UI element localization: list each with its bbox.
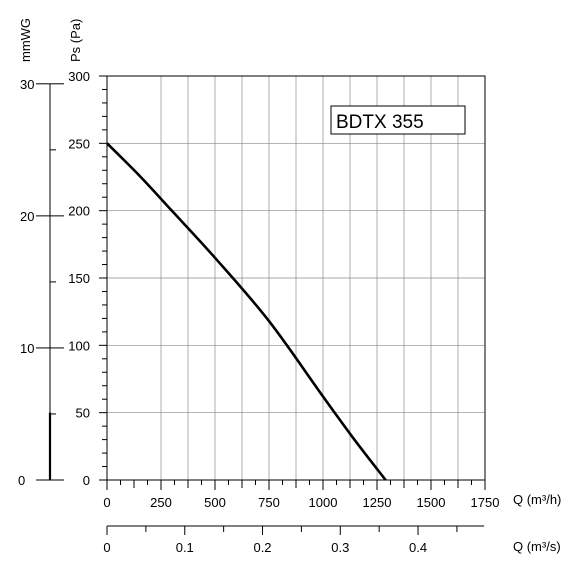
mmwg-tick-label: 30 [20,77,34,92]
x-tick-label: 1000 [309,495,338,510]
y-tick-label: 0 [83,473,90,488]
y-tick-label: 200 [68,204,90,219]
x-tick-label: 0 [103,495,110,510]
x-tick-label: 250 [150,495,172,510]
model-label: BDTX 355 [336,112,424,133]
x-tick-label: 750 [258,495,280,510]
y-axis-title-mmwg: mmWG [18,18,33,62]
m3s-tick-label: 0.3 [331,540,349,555]
y-axis-title-pa: Ps (Pa) [68,19,83,62]
x-tick-label: 1500 [417,495,446,510]
y-tick-label: 50 [76,406,90,421]
pressure-curve-line [106,142,387,481]
y-tick-label: 100 [68,338,90,353]
x-tick-label: 1250 [363,495,392,510]
y-tick-label: 250 [68,136,90,151]
mmwg-tick-label: 0 [18,473,25,488]
m3s-tick-label: 0.2 [253,540,271,555]
x-tick-label: 1750 [471,495,500,510]
x-tick-label: 500 [204,495,226,510]
m3s-tick-label: 0 [103,540,110,555]
y-tick-label: 300 [68,69,90,84]
mmwg-tick-label: 10 [20,341,34,356]
x-axis-title-m3h: Q (m³/h) [513,492,561,507]
y-tick-label: 150 [68,271,90,286]
grid [107,76,485,480]
model-label-box [330,105,466,135]
x-axis-title-m3s: Q (m³/s) [513,539,561,554]
m3s-tick-label: 0.1 [176,540,194,555]
m3s-tick-label: 0.4 [409,540,427,555]
mmwg-tick-label: 20 [20,209,34,224]
